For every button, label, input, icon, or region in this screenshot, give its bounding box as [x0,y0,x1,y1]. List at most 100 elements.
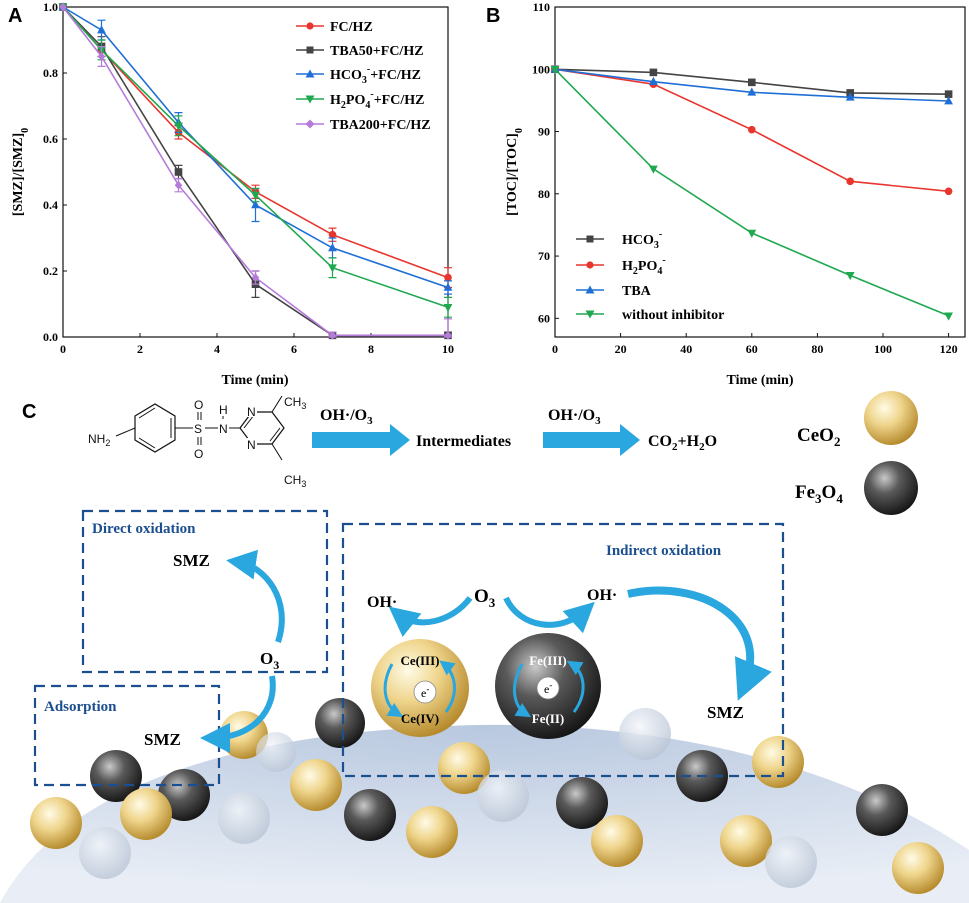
ceo2-particle [30,797,82,849]
panel-a-y-tick-label: 0.2 [43,264,58,278]
panel-a-series [58,2,453,340]
data-point [97,52,106,61]
ceo2-particle [752,736,804,788]
o3-label-indirect: O3 [474,586,496,610]
data-point [649,68,658,77]
legend-item-h2po4-b: H2PO4- [576,255,666,277]
panel-a-y-ticks: 0.0 0.2 0.4 0.6 0.8 1.0 [43,0,67,344]
ghost-particle [477,770,529,822]
legend-item-tba50: TBA50+FC/HZ [296,44,424,59]
o3-label-direct: O3 [260,649,279,672]
smz-label-adsorption: SMZ [144,730,181,749]
data-point [944,187,953,196]
svg-text:H2PO4-: H2PO4- [622,255,666,277]
ceo2-particle [120,788,172,840]
ghost-particle [619,708,671,760]
panel-a-x-tick-label: 6 [291,342,297,356]
data-point [944,90,953,98]
panel-a-y-tick-label: 0.8 [43,66,58,80]
data-point [550,65,560,75]
panel-b-frame [554,6,966,338]
panel-b-x-tick-label: 120 [940,342,958,356]
electron-fe-label: e- [544,680,552,696]
svg-text:TBA: TBA [622,284,652,299]
svg-text:N: N [247,405,256,419]
panel-b-y-tick-label: 110 [533,0,550,14]
panel-a-x-tick-label: 2 [137,342,143,356]
legend-item-hco3: HCO3-+FC/HZ [296,64,421,86]
o3-to-oh-arrow-left [388,596,473,637]
panel-a-y-tick-label: 0.4 [43,198,58,212]
ce-cycle-arrow-left [383,663,404,718]
oh-radical-label-right: OH· [587,587,617,604]
svg-text:TBA50+FC/HZ: TBA50+FC/HZ [330,44,424,59]
direct-oxidation-arrow [226,549,285,643]
ce-cycle-arrow-right [439,660,457,713]
panel-c-letter: C [22,401,36,423]
legend-item-h2po4: H2PO4-+FC/HZ [296,89,424,111]
indirect-oxidation-title: Indirect oxidation [606,543,722,559]
svg-text:HCO3-+FC/HZ: HCO3-+FC/HZ [330,64,421,86]
reaction-arrow-1 [312,424,410,456]
panel-a-x-axis-title: Time (min) [221,373,288,388]
panel-b-y-tick-label: 100 [532,62,550,76]
data-point [944,96,953,105]
panel-b-x-tick-label: 20 [615,342,627,356]
svg-text:TBA200+FC/HZ: TBA200+FC/HZ [330,118,431,133]
panel-a-frame [62,6,449,338]
data-point [845,272,855,281]
oh-radical-label-left: OH· [367,594,397,611]
panel-a-y-tick-label: 0.0 [43,330,58,344]
legend-item-hco3-b: HCO3- [576,229,662,251]
panel-a-y-tick-label: 0.6 [43,132,58,146]
legend-item-tba200: TBA200+FC/HZ [296,118,431,133]
panel-b-legend: HCO3- H2PO4- TBA without inhibitor [576,229,724,323]
ceo2-legend-label: CeO2 [797,425,840,449]
panel-a: A 0 2 4 6 8 10 0.00.20.40.60.81.0 Time (min) … [8,0,454,388]
data-point [748,78,756,87]
panel-b-y-axis-title: [TOC]/[TOC]0 [505,128,525,216]
data-point [328,230,337,239]
panel-b-x-axis-title: Time (min) [726,373,793,388]
panel-b-x-tick-label: 40 [680,342,692,356]
smz-label-indirect: SMZ [707,703,744,722]
panel-a-x-tick-label: 4 [214,342,220,356]
fe3o4-legend-label: Fe3O4 [795,482,843,506]
legend-item-without-inhibitor: without inhibitor [576,308,724,323]
svg-text:CH3: CH3 [284,395,306,411]
oxidant-label-1: OH·/O3 [320,407,373,427]
svg-text:without inhibitor: without inhibitor [622,308,724,323]
indirect-oxidation-box [341,522,785,778]
electron-ce [413,680,437,704]
svg-text:N: N [247,438,256,452]
panel-b-series [550,64,953,321]
panel-a-letter: A [8,5,22,27]
reaction-arrow-2 [543,424,640,456]
fe3o4-particle [556,777,608,829]
data-point [649,76,658,86]
direct-oxidation-title: Direct oxidation [92,521,196,537]
data-point [328,243,337,252]
ceo2-particle [591,815,643,867]
series-line [554,68,949,317]
data-point [444,331,452,340]
fe-cycle-arrow-right [566,660,585,713]
data-point [251,273,260,282]
product-label: CO2+H2O [648,433,717,453]
adsorption-title: Adsorption [44,699,117,715]
svg-text:N: N [219,422,228,436]
fe3o4-particle [315,698,365,748]
panel-a-x-ticks: 0 2 4 6 8 10 [60,333,454,356]
panel-a-y-axis-title: [SMZ]/[SMZ]0 [11,128,31,216]
panel-b-x-tick-label: 100 [874,342,892,356]
data-point [944,312,953,321]
svg-text:S: S [194,422,202,436]
data-point [251,200,260,209]
data-point [846,177,854,186]
data-point [747,87,757,96]
data-point [251,191,260,200]
series-line [62,6,449,309]
data-point [59,2,67,12]
panel-b-series-tba [550,64,953,105]
ceo2-particle [406,806,458,858]
